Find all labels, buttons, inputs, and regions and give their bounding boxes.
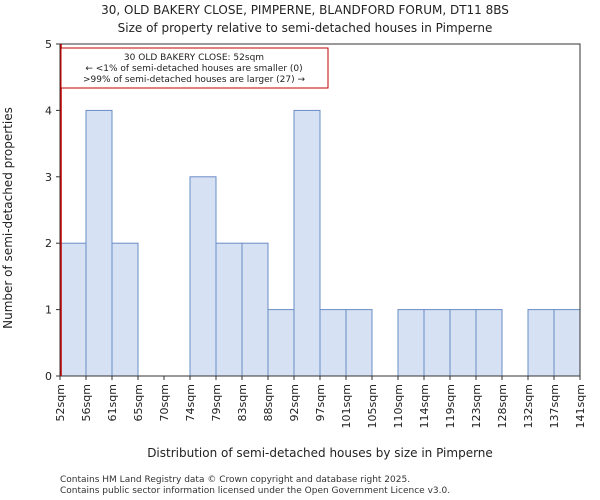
bar-61sqm xyxy=(111,242,139,377)
bar-52sqm xyxy=(59,242,87,377)
x-tick-label-56sqm: 56sqm xyxy=(80,384,93,421)
x-tick-label-97sqm: 97sqm xyxy=(314,384,327,421)
bar-132sqm xyxy=(527,309,555,377)
chart-title: 30, OLD BAKERY CLOSE, PIMPERNE, BLANDFOR… xyxy=(101,3,509,17)
bar-56sqm xyxy=(85,109,113,377)
x-tick-label-101sqm: 101sqm xyxy=(340,384,353,428)
x-tick-label-74sqm: 74sqm xyxy=(184,384,197,421)
y-tick-label: 2 xyxy=(45,237,52,250)
x-tick-label-141sqm: 141sqm xyxy=(574,384,587,428)
x-tick-label-137sqm: 137sqm xyxy=(548,384,561,428)
x-axis-ticks: 52sqm 56sqm 61sqm 65sqm 70sqm 74sqm 79sqm 83sqm… xyxy=(54,376,587,428)
bar-119sqm xyxy=(449,309,477,377)
y-tick-label: 3 xyxy=(45,171,52,184)
x-tick-label-70sqm: 70sqm xyxy=(158,384,171,421)
x-tick-label-65sqm: 65sqm xyxy=(132,384,145,421)
x-tick-label-110sqm: 110sqm xyxy=(392,384,405,428)
bar-97sqm xyxy=(319,309,347,377)
chart-subtitle: Size of property relative to semi-detach… xyxy=(118,21,493,35)
bar-92sqm xyxy=(293,109,321,377)
bar-101sqm xyxy=(345,309,373,377)
y-tick-label: 0 xyxy=(45,370,52,383)
bar-83sqm xyxy=(241,242,269,377)
annotation-line-3: >99% of semi-detached houses are larger … xyxy=(83,75,306,85)
bar-114sqm xyxy=(423,309,451,377)
x-tick-label-132sqm: 132sqm xyxy=(522,384,535,428)
x-tick-label-88sqm: 88sqm xyxy=(262,384,275,421)
y-axis-label: Number of semi-detached properties xyxy=(1,107,15,329)
x-tick-label-79sqm: 79sqm xyxy=(210,384,223,421)
x-tick-label-83sqm: 83sqm xyxy=(236,384,249,421)
x-axis-label: Distribution of semi-detached houses by … xyxy=(147,446,493,460)
x-tick-label-52sqm: 52sqm xyxy=(54,384,67,421)
annotation-line-1: 30 OLD BAKERY CLOSE: 52sqm xyxy=(124,53,264,63)
x-tick-label-61sqm: 61sqm xyxy=(106,384,119,421)
x-tick-label-114sqm: 114sqm xyxy=(418,384,431,428)
footer-line-1: Contains HM Land Registry data © Crown c… xyxy=(60,475,410,485)
bar-123sqm xyxy=(475,309,503,377)
y-tick-label: 1 xyxy=(45,304,52,317)
y-axis-ticks: 0 1 2 3 4 5 xyxy=(45,38,60,383)
annotation-frame xyxy=(60,47,329,89)
annotation-line-2: ← <1% of semi-detached houses are smalle… xyxy=(85,64,302,74)
annotation-box: 30 OLD BAKERY CLOSE: 52sqm ← <1% of semi… xyxy=(60,47,329,89)
x-tick-label-92sqm: 92sqm xyxy=(288,384,301,421)
bar-137sqm xyxy=(553,309,581,377)
bar-88sqm xyxy=(267,309,295,377)
x-tick-label-119sqm: 119sqm xyxy=(444,384,457,428)
bar-74sqm xyxy=(189,176,217,377)
bar-79sqm xyxy=(215,242,243,377)
footer-line-2: Contains public sector information licen… xyxy=(60,486,450,496)
x-tick-label-123sqm: 123sqm xyxy=(470,384,483,428)
bar-110sqm xyxy=(397,309,425,377)
bars xyxy=(59,109,581,377)
y-tick-label: 4 xyxy=(45,104,52,117)
x-tick-label-128sqm: 128sqm xyxy=(496,384,509,428)
x-tick-label-105sqm: 105sqm xyxy=(366,384,379,428)
y-tick-label: 5 xyxy=(45,38,52,51)
plot-frame xyxy=(59,43,581,377)
